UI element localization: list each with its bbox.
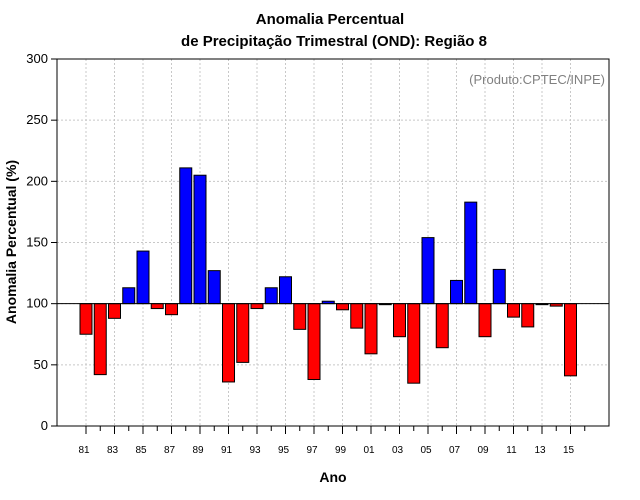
x-tick-label: 03 [392, 445, 404, 456]
bar-84 [122, 287, 136, 305]
bar-83 [108, 303, 121, 319]
y-tick-label: 0 [41, 418, 48, 433]
x-tick-label: 83 [107, 445, 119, 456]
grid [57, 59, 609, 426]
bar-86 [150, 303, 164, 310]
chart-subtitle: de Precipitação Trimestral (OND): Região… [181, 33, 487, 50]
bar-94 [264, 287, 278, 305]
chart-title: Anomalia Percentual [256, 11, 404, 28]
x-tick-label: 07 [449, 445, 461, 456]
bar-96 [293, 303, 307, 330]
x-tick-label: 97 [306, 445, 318, 456]
bar-07 [450, 279, 463, 305]
bar-87 [165, 303, 178, 316]
x-tick-label: 15 [563, 445, 575, 456]
x-tick-label: 99 [335, 445, 347, 456]
y-tick-label: 50 [34, 357, 48, 372]
bar-97 [307, 303, 321, 381]
bar-06 [435, 303, 449, 349]
bar-05 [421, 237, 435, 305]
x-tick-label: 89 [192, 445, 204, 456]
x-tick-label: 87 [164, 445, 176, 456]
x-tick-label: 85 [135, 445, 147, 456]
bar-90 [207, 270, 221, 305]
bar-00 [350, 303, 364, 329]
y-tick-label: 300 [26, 51, 48, 66]
bar-11 [507, 303, 520, 318]
credit-annotation: (Produto:CPTEC/INPE) [469, 72, 605, 87]
bar-92 [236, 303, 250, 363]
y-axis: 0 50 100 150 200 250 300 [26, 51, 57, 433]
x-tick-label: 11 [506, 445, 517, 456]
y-tick-label: 100 [26, 296, 48, 311]
x-tick-label: 05 [420, 445, 432, 456]
bars [79, 167, 577, 384]
bar-99 [336, 303, 349, 311]
bar-01 [364, 303, 378, 355]
x-tick-label: 93 [249, 445, 261, 456]
bar-93 [250, 303, 264, 310]
bar-85 [136, 250, 150, 305]
bar-81 [79, 303, 93, 335]
x-tick-label: 95 [278, 445, 290, 456]
bar-12 [521, 303, 535, 328]
y-tick-label: 250 [26, 112, 48, 127]
bar-04 [407, 303, 421, 384]
x-axis-label: Ano [319, 469, 346, 485]
bar-82 [93, 303, 107, 376]
x-tick-label: 01 [363, 445, 375, 456]
x-tick-label: 81 [78, 445, 90, 456]
bar-15 [564, 303, 577, 377]
bar-08 [464, 201, 478, 305]
bar-88 [179, 167, 193, 305]
y-tick-label: 150 [26, 235, 48, 250]
y-tick-label: 200 [26, 173, 48, 188]
x-tick-label: 13 [534, 445, 546, 456]
bar-95 [279, 276, 292, 305]
x-axis: 81 83 85 87 89 91 93 95 97 99 01 03 05 07 09 11 13 15 [78, 426, 586, 456]
bar-91 [222, 303, 235, 383]
x-tick-label: 09 [477, 445, 489, 456]
y-axis-label: Anomalia Percentual (%) [3, 160, 19, 324]
bar-89 [193, 174, 207, 305]
x-tick-label: 91 [221, 445, 233, 456]
bar-09 [478, 303, 492, 338]
bar-03 [393, 303, 406, 338]
bar-10 [492, 268, 506, 305]
